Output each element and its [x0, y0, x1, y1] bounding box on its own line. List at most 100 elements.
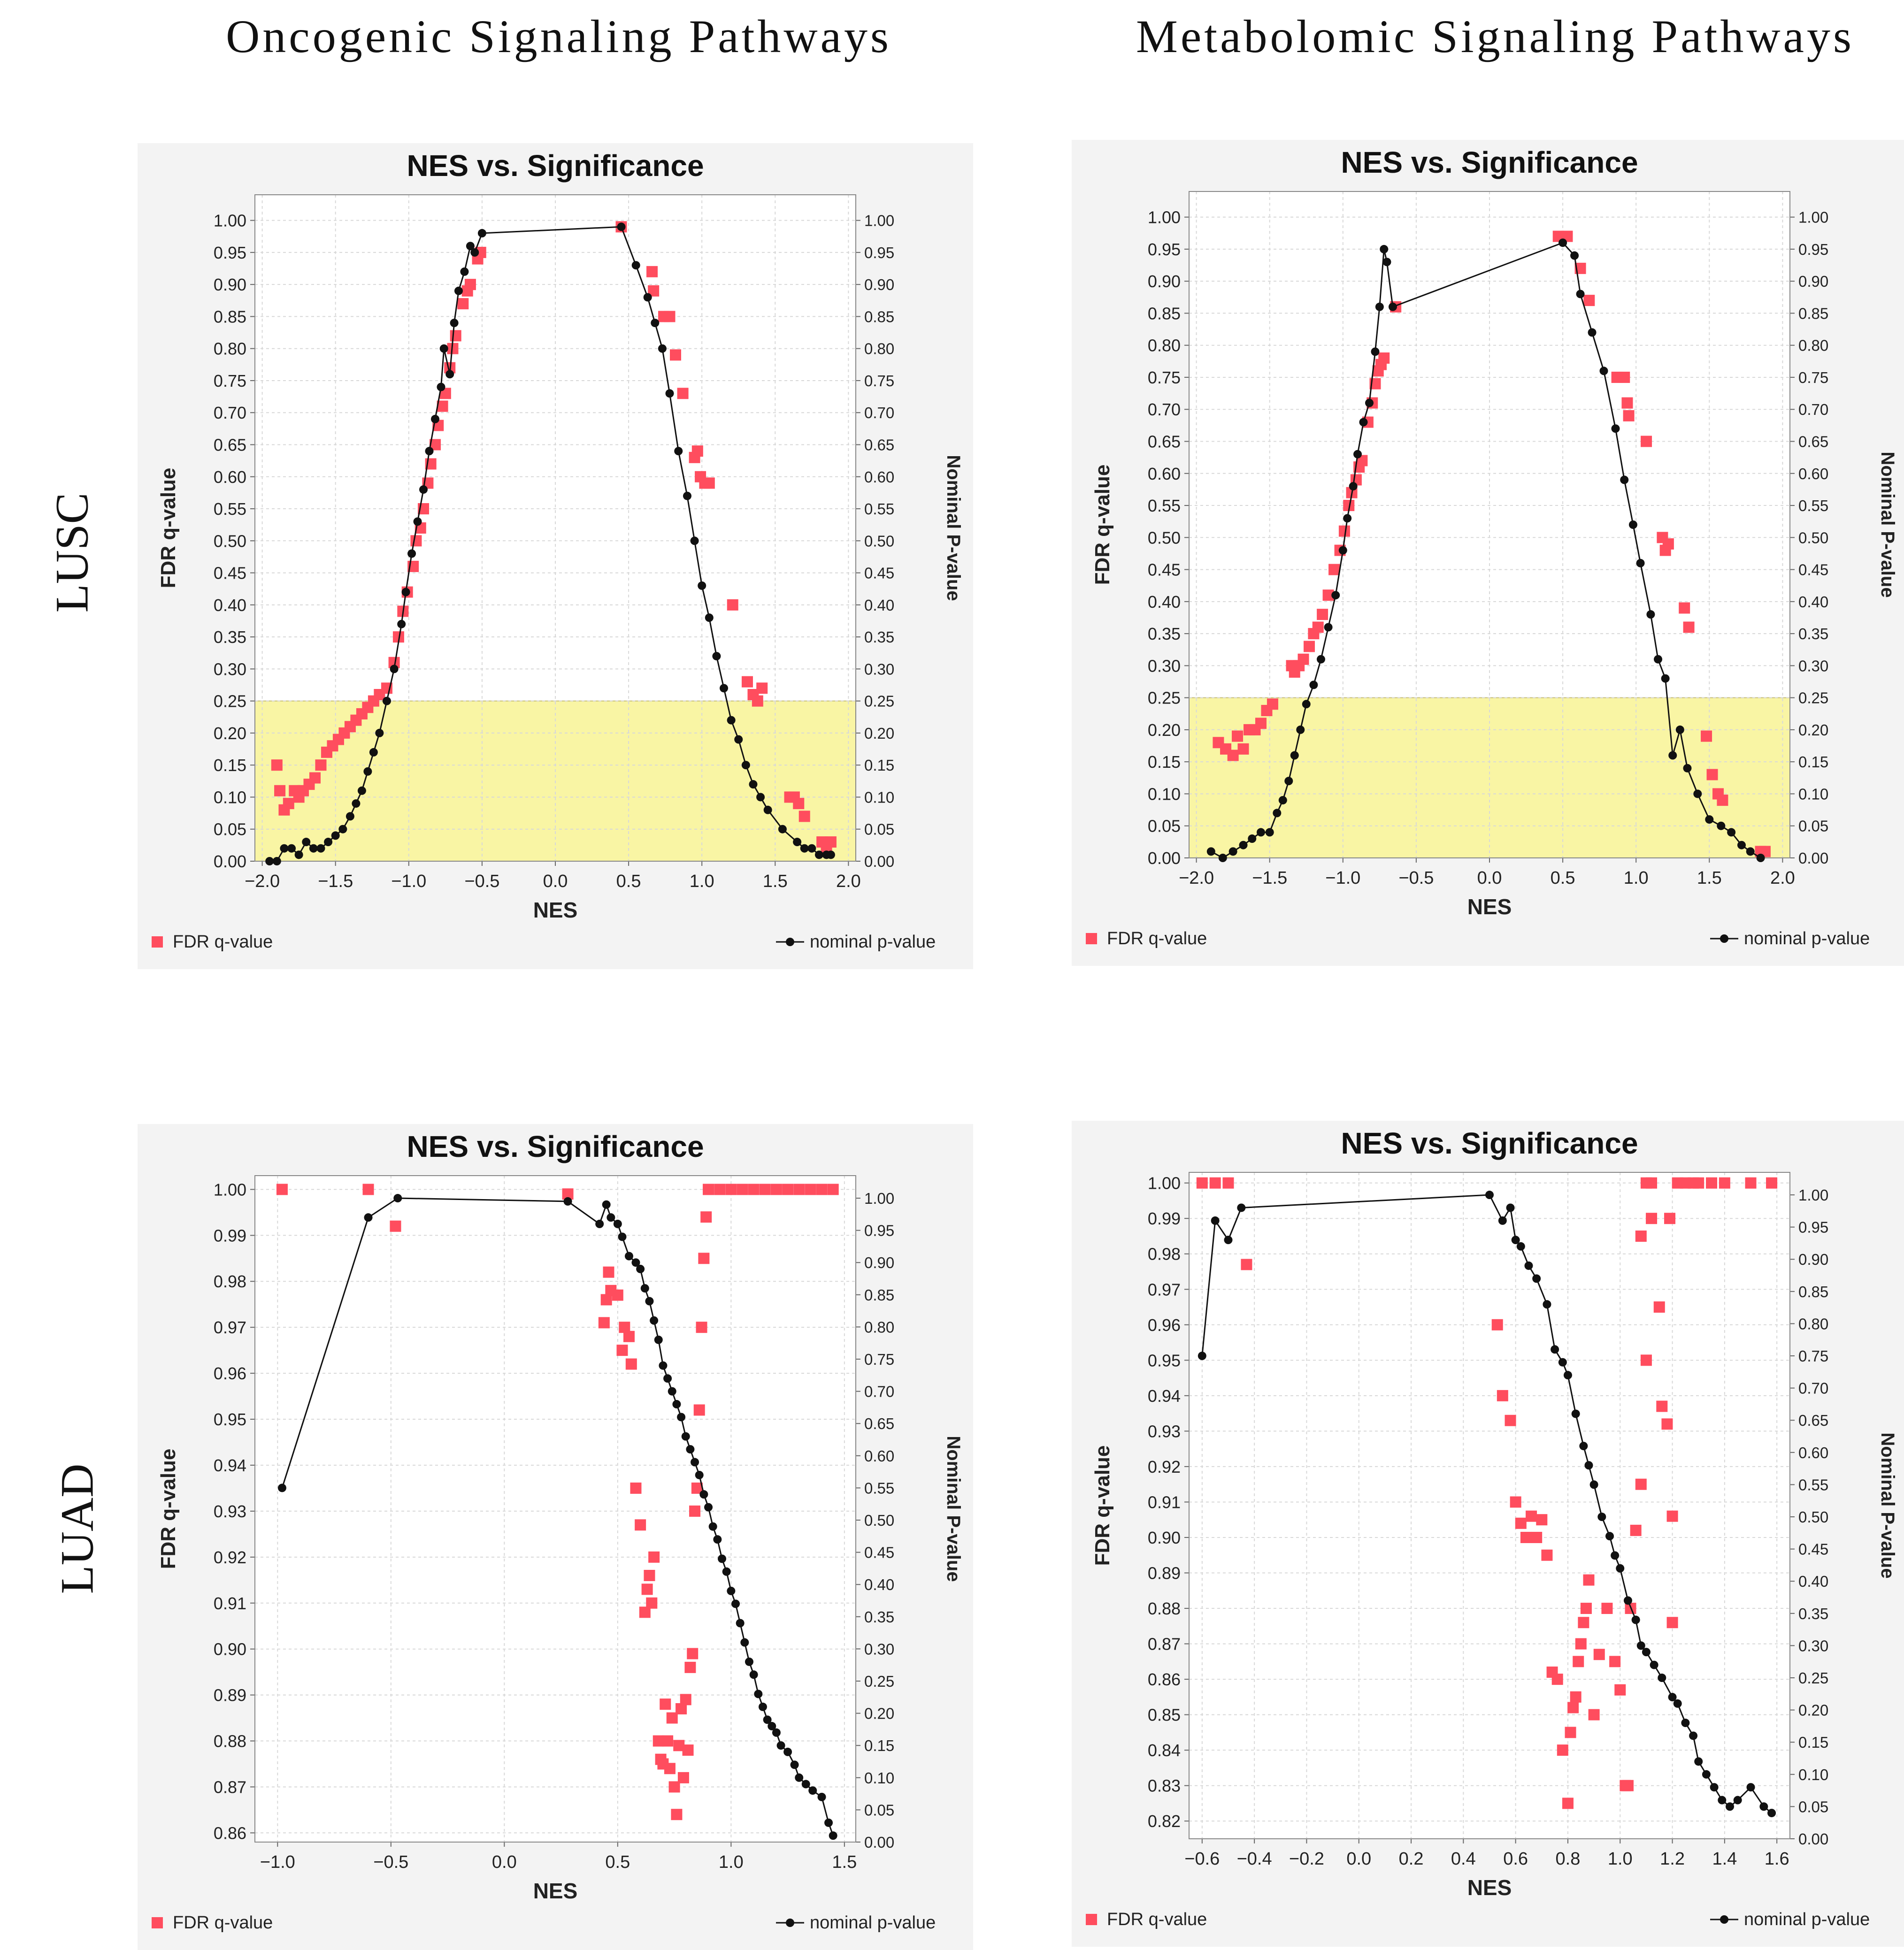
legend-pval-label: nominal p-value [1744, 929, 1870, 948]
pval-point [618, 1232, 627, 1241]
pval-point [1681, 1719, 1690, 1728]
x-axis-label: NES [533, 1879, 578, 1903]
fdr-point [727, 599, 738, 611]
y2-tick-label: 0.55 [864, 1479, 894, 1497]
y2-tick-label: 0.90 [864, 1254, 894, 1271]
fdr-point [1510, 1496, 1521, 1508]
pval-point [749, 1670, 758, 1679]
y-tick-label: 0.93 [1148, 1422, 1181, 1441]
pval-point [668, 1387, 676, 1396]
pval-point [466, 242, 475, 251]
y2-axis-label: Nominal P-value [943, 455, 964, 601]
x-tick-label: −2.0 [245, 872, 280, 891]
legend-fdr-marker [1086, 933, 1097, 944]
pval-point [1599, 367, 1608, 375]
y2-tick-label: 0.20 [1798, 1702, 1828, 1719]
fdr-point [662, 1735, 674, 1747]
x-tick-label: 1.4 [1712, 1849, 1737, 1869]
y2-tick-label: 0.45 [1798, 561, 1828, 579]
pval-point [659, 1361, 668, 1370]
y2-axis-label: Nominal P-value [1877, 1432, 1898, 1578]
fdr-point [1641, 436, 1652, 447]
y2-tick-label: 0.55 [864, 500, 894, 518]
pval-point [1570, 251, 1579, 260]
fdr-point [1619, 371, 1630, 383]
pval-point [1290, 751, 1299, 760]
pval-point [1551, 1345, 1559, 1354]
pval-point [749, 780, 758, 789]
fdr-point [362, 1184, 374, 1195]
pval-point [1224, 1236, 1233, 1245]
pval-point [763, 805, 772, 814]
pval-point [1380, 245, 1389, 253]
y-tick-label: 0.84 [1148, 1741, 1181, 1760]
y-tick-label: 0.85 [1148, 304, 1181, 323]
x-tick-label: 0.0 [1477, 868, 1502, 888]
y-tick-label: 0.89 [214, 1686, 246, 1705]
legend-fdr-label: FDR q-value [173, 1913, 273, 1933]
plot-border [1189, 1172, 1790, 1839]
fdr-point [1693, 1177, 1704, 1189]
y-tick-label: 0.65 [214, 436, 246, 455]
pval-point [829, 1831, 837, 1840]
fdr-point [1666, 1617, 1678, 1629]
pval-point [708, 1522, 717, 1531]
fdr-point [648, 1551, 660, 1563]
fdr-point [1562, 1797, 1574, 1809]
y-tick-label: 0.50 [1148, 528, 1181, 547]
y-tick-label: 0.40 [1148, 592, 1181, 612]
y-tick-label: 0.94 [214, 1456, 246, 1475]
y-tick-label: 0.05 [1148, 817, 1181, 836]
fdr-point [687, 1648, 699, 1659]
fdr-point [1640, 1354, 1652, 1366]
y2-tick-label: 0.15 [1798, 753, 1828, 771]
y-tick-label: 0.75 [1148, 368, 1181, 387]
pval-point [790, 1760, 799, 1769]
pval-point [1359, 418, 1368, 427]
x-tick-label: 0.2 [1399, 1849, 1424, 1869]
pval-point [705, 613, 714, 622]
pval-point [1331, 591, 1340, 600]
fdr-point [276, 1184, 288, 1195]
pval-point [338, 825, 347, 834]
fdr-point [693, 1404, 705, 1416]
y-tick-label: 0.88 [214, 1732, 246, 1751]
fdr-point [793, 1184, 805, 1195]
y-tick-label: 0.87 [1148, 1635, 1181, 1654]
y-tick-label: 0.85 [214, 307, 246, 326]
pval-point [1324, 623, 1333, 632]
fdr-point [1646, 1213, 1658, 1224]
fdr-point [1706, 769, 1718, 780]
pval-point [445, 370, 454, 379]
pval-point [1756, 854, 1765, 862]
pval-point [1767, 1809, 1776, 1818]
plot-area [1189, 1172, 1790, 1839]
x-tick-label: 1.0 [719, 1852, 744, 1872]
y2-tick-label: 0.30 [1798, 657, 1828, 674]
fdr-point [1656, 1400, 1668, 1412]
pval-point [272, 857, 281, 865]
pval-point [1611, 1551, 1620, 1560]
pval-point [1563, 1371, 1572, 1380]
fdr-point [670, 349, 681, 361]
pval-point [727, 1586, 736, 1595]
chart-svg: −2.0 −1.5 −1.0 −0.5 0.0 0.5 1.0 1.5 2.00.000.050… [138, 143, 973, 969]
fdr-point [664, 1763, 676, 1774]
pval-point [718, 1554, 727, 1563]
pval-point [1650, 1660, 1658, 1669]
y-tick-label: 0.45 [1148, 560, 1181, 580]
y-axis-label: FDR q-value [157, 468, 180, 589]
pval-point [1198, 1352, 1206, 1361]
fdr-point [1679, 602, 1690, 614]
fdr-point [1304, 641, 1315, 652]
pval-point [801, 1780, 810, 1789]
fdr-point [1575, 1638, 1587, 1650]
pval-point [1365, 398, 1374, 407]
legend-pval-marker [786, 938, 794, 946]
fdr-point [1328, 564, 1340, 575]
fdr-point [1196, 1177, 1208, 1189]
y2-tick-label: 0.80 [1798, 337, 1828, 354]
pval-point [595, 1219, 604, 1228]
y2-tick-label: 0.80 [864, 1318, 894, 1336]
y2-tick-label: 0.75 [864, 372, 894, 390]
